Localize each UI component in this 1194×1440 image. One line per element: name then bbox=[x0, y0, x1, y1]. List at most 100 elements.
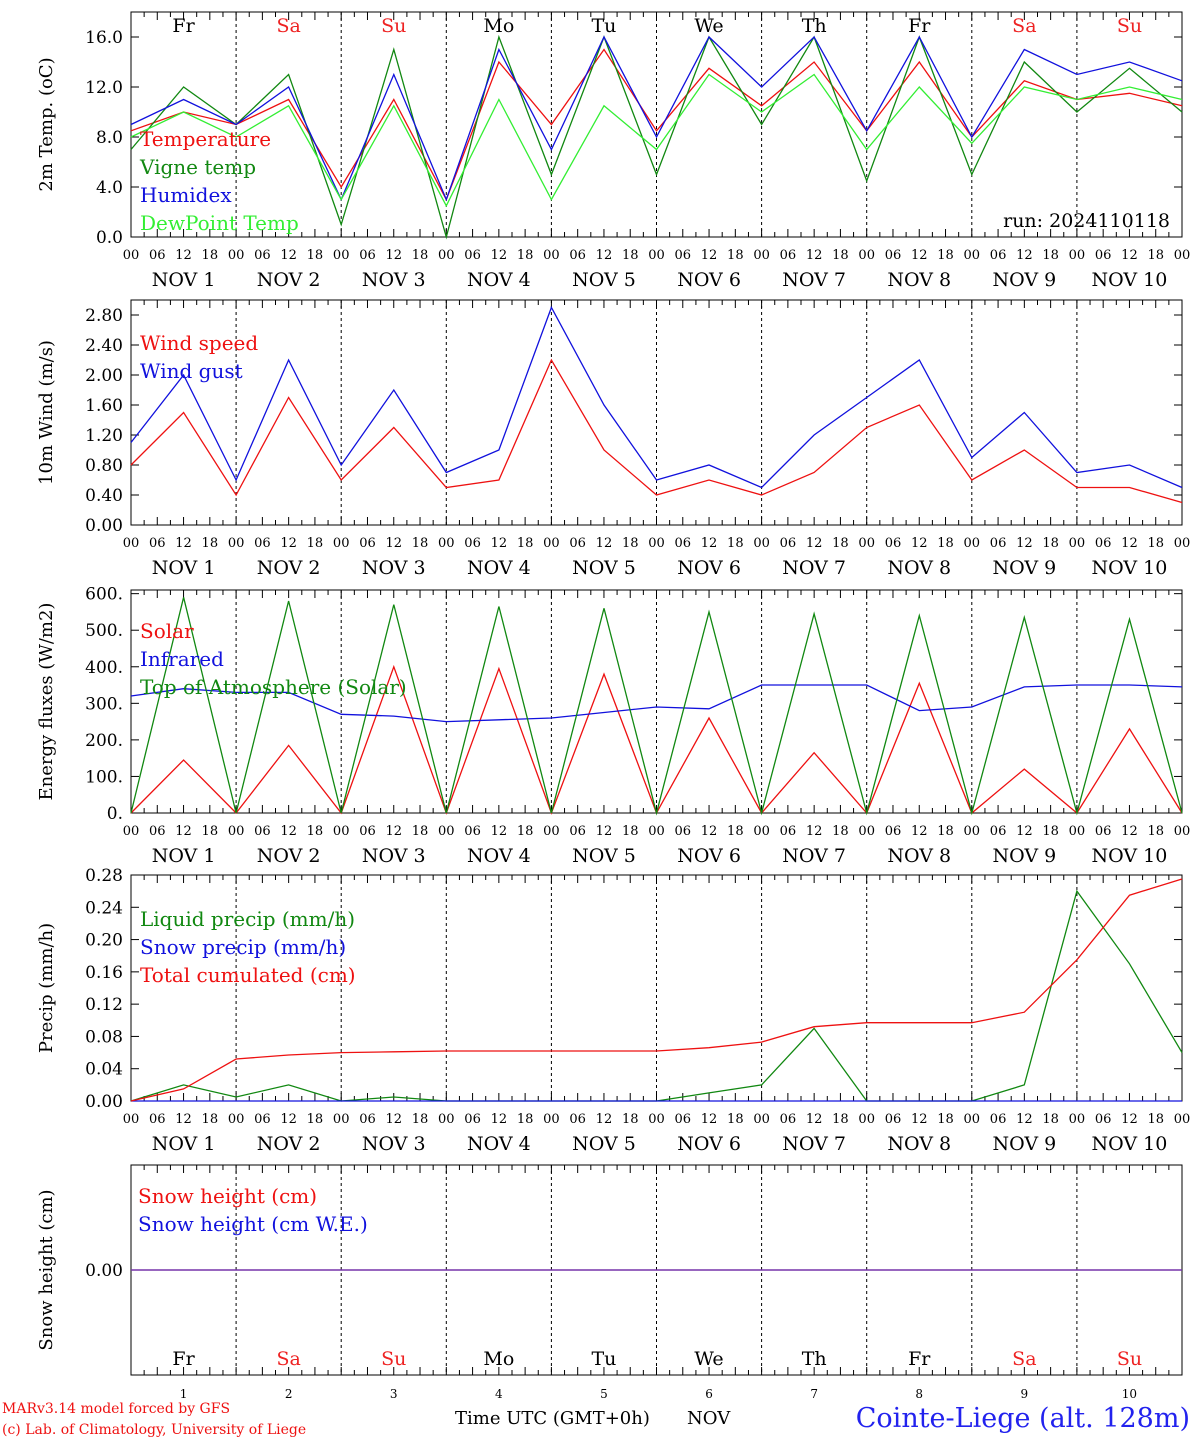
legend-entry: DewPoint Temp bbox=[140, 211, 299, 235]
date-label: NOV 5 bbox=[572, 557, 636, 579]
hour-tick-label: 18 bbox=[1147, 248, 1164, 263]
day-number-label: 9 bbox=[1021, 1387, 1029, 1401]
weekday-label: Su bbox=[381, 15, 406, 37]
panel-5: 0.00 Snow height (cm) Fr Sa Su Mo Tu We Th Fr Sa Su… bbox=[36, 1164, 1183, 1401]
date-label: NOV 10 bbox=[1092, 269, 1168, 291]
hour-tick-label: 18 bbox=[517, 248, 534, 263]
weekday-label: Th bbox=[802, 1348, 827, 1370]
hour-tick-label: 06 bbox=[569, 824, 586, 839]
hour-tick-label: 12 bbox=[911, 248, 928, 263]
y-tick-label: 400. bbox=[85, 658, 123, 678]
hour-tick-label: 00 bbox=[858, 248, 875, 263]
series-dewpoint-temp bbox=[130, 73, 1183, 208]
hour-tick-label: 00 bbox=[543, 1112, 560, 1127]
y-tick-label: 2.00 bbox=[85, 366, 123, 386]
hour-tick-label: 06 bbox=[1095, 1112, 1112, 1127]
hour-tick-label: 12 bbox=[701, 536, 718, 551]
hour-tick-label: 00 bbox=[648, 248, 665, 263]
hour-tick-label: 18 bbox=[307, 824, 324, 839]
date-label: NOV 5 bbox=[572, 845, 636, 867]
hour-tick-label: 18 bbox=[412, 536, 429, 551]
weekday-label: Sa bbox=[1012, 15, 1036, 37]
date-label: NOV 6 bbox=[677, 269, 741, 291]
hour-tick-label: 00 bbox=[648, 824, 665, 839]
hour-tick-label: 12 bbox=[175, 248, 192, 263]
hour-tick-label: 18 bbox=[412, 248, 429, 263]
hour-tick-label: 18 bbox=[1147, 536, 1164, 551]
hour-tick-label: 18 bbox=[937, 536, 954, 551]
hour-tick-label: 00 bbox=[228, 536, 245, 551]
hour-tick-label: 12 bbox=[701, 1112, 718, 1127]
hour-tick-label: 06 bbox=[569, 248, 586, 263]
y-tick-label: 8.0 bbox=[96, 128, 123, 148]
weekday-label: Su bbox=[1117, 1348, 1142, 1370]
hour-tick-label: 00 bbox=[964, 536, 981, 551]
y-tick-label: 2.40 bbox=[85, 336, 123, 356]
series-total-cumulated-cm bbox=[130, 878, 1183, 1102]
y-tick-label: 0.40 bbox=[85, 486, 123, 506]
panel-1: 0.0 4.0 8.0 12.0 16.0 2m Temp. (oC) 00 06 12 18 NO… bbox=[36, 11, 1191, 291]
y-axis-label: 2m Temp. (oC) bbox=[36, 57, 57, 191]
hour-tick-label: 12 bbox=[1016, 248, 1033, 263]
hour-tick-label: 00 bbox=[1069, 536, 1086, 551]
legend-entry: Snow precip (mm/h) bbox=[140, 935, 346, 959]
y-tick-label: 600. bbox=[85, 585, 123, 605]
hour-tick-label: 06 bbox=[359, 824, 376, 839]
weekday-label: Fr bbox=[908, 1348, 931, 1370]
weekday-label: Su bbox=[381, 1348, 406, 1370]
y-tick-label: 0.16 bbox=[85, 963, 123, 983]
hour-tick-label: 12 bbox=[280, 1112, 297, 1127]
hour-tick-label: 00 bbox=[964, 1112, 981, 1127]
hour-tick-label: 06 bbox=[149, 248, 166, 263]
legend-entry: Vigne temp bbox=[139, 155, 256, 179]
y-tick-label: 0.12 bbox=[85, 995, 123, 1015]
hour-tick-label: 12 bbox=[806, 248, 823, 263]
weekday-label: Sa bbox=[1012, 1348, 1036, 1370]
y-tick-label: 0.08 bbox=[85, 1027, 123, 1047]
y-tick-label: 0.04 bbox=[85, 1060, 123, 1080]
hour-tick-label: 06 bbox=[1095, 824, 1112, 839]
weekday-label: Tu bbox=[591, 15, 616, 37]
hour-tick-label: 18 bbox=[517, 1112, 534, 1127]
date-label: NOV 10 bbox=[1092, 557, 1168, 579]
hour-tick-label: 06 bbox=[885, 536, 902, 551]
hour-tick-label: 06 bbox=[359, 536, 376, 551]
hour-tick-label: 06 bbox=[254, 248, 271, 263]
hour-tick-label: 12 bbox=[385, 248, 402, 263]
hour-tick-label: 12 bbox=[1121, 824, 1138, 839]
hour-tick-label: 18 bbox=[1147, 824, 1164, 839]
hour-tick-label: 18 bbox=[727, 248, 744, 263]
hour-tick-label: 06 bbox=[675, 1112, 692, 1127]
hour-tick-label: 00 bbox=[964, 824, 981, 839]
hour-tick-label: 18 bbox=[307, 536, 324, 551]
hour-tick-label: 12 bbox=[1016, 824, 1033, 839]
legend-entry: Temperature bbox=[140, 127, 271, 151]
weekday-label: We bbox=[694, 15, 723, 37]
y-axis-label: Snow height (cm) bbox=[36, 1189, 57, 1350]
hour-tick-label: 12 bbox=[1121, 1112, 1138, 1127]
hour-tick-label: 18 bbox=[832, 536, 849, 551]
y-axis-label: 10m Wind (m/s) bbox=[36, 340, 57, 485]
y-tick-label: 0.20 bbox=[85, 931, 123, 951]
hour-tick-label: 00 bbox=[1174, 248, 1191, 263]
hour-tick-label: 18 bbox=[622, 536, 639, 551]
hour-tick-label: 00 bbox=[123, 248, 140, 263]
hour-tick-label: 00 bbox=[1174, 1112, 1191, 1127]
hour-tick-label: 00 bbox=[333, 1112, 350, 1127]
hour-tick-label: 06 bbox=[464, 248, 481, 263]
hour-tick-label: 18 bbox=[727, 536, 744, 551]
y-tick-label: 0.00 bbox=[85, 1261, 123, 1281]
hour-tick-label: 18 bbox=[832, 248, 849, 263]
weekday-label: Su bbox=[1117, 15, 1142, 37]
date-label: NOV 4 bbox=[467, 269, 531, 291]
date-label: NOV 7 bbox=[782, 1133, 846, 1155]
hour-tick-label: 18 bbox=[202, 1112, 219, 1127]
day-number-label: 6 bbox=[705, 1387, 713, 1401]
hour-tick-label: 00 bbox=[1069, 248, 1086, 263]
date-label: NOV 9 bbox=[992, 845, 1056, 867]
hour-tick-label: 00 bbox=[858, 1112, 875, 1127]
hour-tick-label: 18 bbox=[1042, 536, 1059, 551]
weekday-label: Mo bbox=[483, 1348, 514, 1370]
footer-copyright: (c) Lab. of Climatology, University of L… bbox=[2, 1422, 306, 1438]
hour-tick-label: 18 bbox=[832, 824, 849, 839]
